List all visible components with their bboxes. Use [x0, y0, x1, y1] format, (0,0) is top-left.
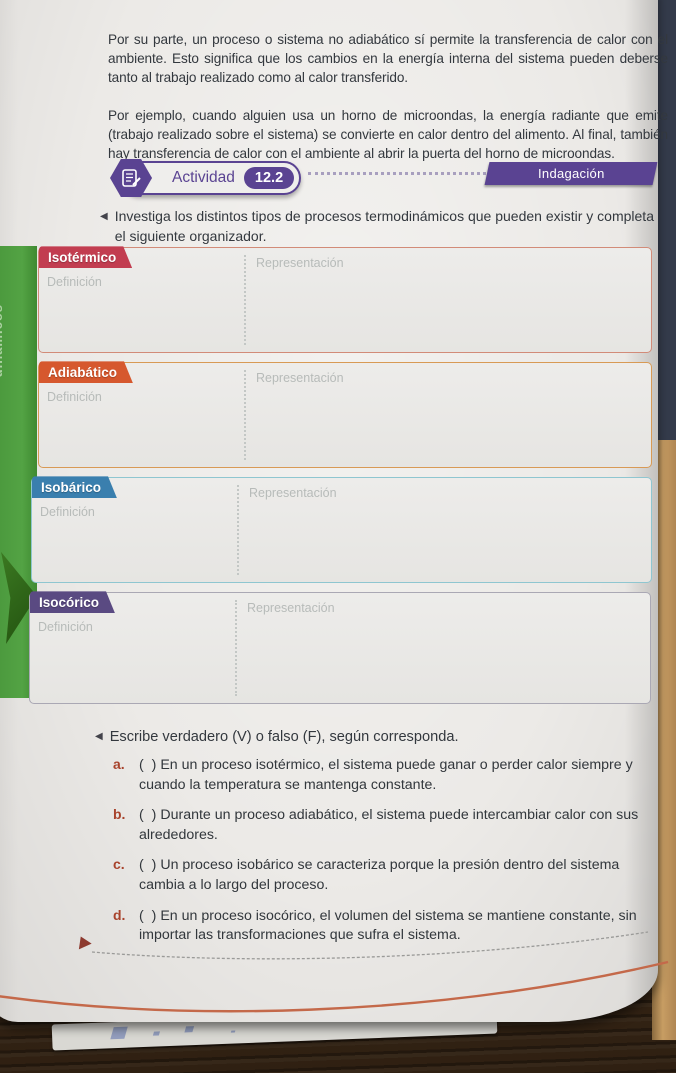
organizer-instruction-text: Investiga los distintos tipos de proceso… — [114, 208, 654, 244]
definition-label: Definición — [38, 620, 93, 634]
organizer-instruction: ◀ Investiga los distintos tipos de proce… — [100, 207, 662, 247]
dotted-leader-line — [308, 172, 486, 175]
item-letter: d. — [113, 906, 126, 923]
organizer-box-title-tag: Isobárico — [32, 476, 117, 498]
item-statement: En un proceso isotérmico, el sistema pue… — [139, 757, 633, 793]
true-false-instruction: ◀ Escribe verdadero (V) o falso (F), seg… — [95, 727, 655, 748]
activity-number-badge: 12.2 — [243, 167, 295, 189]
organizer-box-title: Isobárico — [41, 479, 102, 495]
answer-blank: ( ) — [139, 757, 157, 773]
organizer-box-title: Isocórico — [39, 594, 100, 610]
item-text: ( ) En un proceso isotérmico, el sistema … — [139, 756, 663, 795]
definition-label: Definición — [47, 390, 102, 404]
item-text: ( ) En un proceso isocórico, el volumen d… — [139, 907, 663, 946]
intro-paragraph: Por su parte, un proceso o sistema no ad… — [108, 31, 668, 86]
organizer-box-title: Isotérmico — [48, 249, 117, 265]
representation-label: Representación — [247, 601, 335, 615]
definition-label: Definición — [40, 505, 95, 519]
item-text: ( ) Un proceso isobárico se caracteriza p… — [139, 856, 663, 895]
organizer-box-adiabatico: Adiabático Definición Representación — [38, 362, 652, 468]
true-false-item-c: c. ( ) Un proceso isobárico se caracteriz… — [113, 856, 663, 895]
true-false-item-d: d. ( ) En un proceso isocórico, el volume… — [113, 907, 663, 946]
dotted-divider — [244, 255, 246, 345]
organizer-box-title: Adiabático — [48, 364, 118, 380]
handwriting-marks — [110, 1026, 128, 1040]
organizer-box-title-tag: Isotérmico — [39, 246, 132, 268]
example-paragraph: Por ejemplo, cuando alguien usa un horno… — [108, 107, 668, 162]
item-letter: b. — [113, 806, 126, 823]
item-text: ( ) Durante un proceso adiabático, el sis… — [139, 806, 663, 845]
item-statement: Un proceso isobárico se caracteriza porq… — [139, 857, 620, 893]
answer-blank: ( ) — [139, 907, 157, 924]
item-statement: Durante un proceso adiabático, el sistem… — [139, 807, 639, 843]
category-banner: Indagación — [484, 162, 658, 185]
true-false-item-b: b. ( ) Durante un proceso adiabático, el … — [113, 806, 663, 845]
representation-label: Representación — [256, 256, 344, 270]
activity-label: Actividad — [172, 169, 235, 186]
organizer-box-isocorico: Isocórico Definición Representación — [29, 592, 651, 704]
answer-blank: ( ) — [139, 857, 157, 874]
organizer-box-isotermico: Isotérmico Definición Representación — [38, 247, 652, 353]
chapter-side-band-label: dinámicos — [0, 304, 5, 378]
true-false-instruction-text: Escribe verdadero (V) o falso (F), según… — [109, 729, 459, 745]
activity-badge: Actividad 12.2 — [110, 159, 302, 197]
definition-label: Definición — [47, 275, 102, 289]
organizer-grid: Isotérmico Definición Representación Adi… — [29, 247, 652, 713]
dotted-divider — [235, 600, 237, 696]
true-false-item-a: a. ( ) En un proceso isotérmico, el siste… — [113, 756, 663, 795]
category-banner-label: Indagación — [537, 166, 605, 181]
organizer-box-title-tag: Isocórico — [30, 591, 115, 613]
representation-label: Representación — [249, 486, 337, 500]
representation-label: Representación — [256, 371, 344, 385]
true-false-list: a. ( ) En un proceso isotérmico, el siste… — [113, 756, 663, 957]
arrow-bullet-icon: ◀ — [95, 731, 103, 742]
answer-blank: ( ) — [139, 807, 157, 824]
dotted-divider — [244, 370, 246, 460]
organizer-box-title-tag: Adiabático — [39, 361, 133, 383]
item-letter: a. — [113, 756, 125, 772]
organizer-box-isobarico: Isobárico Definición Representación — [31, 477, 652, 583]
item-statement: En un proceso isocórico, el volumen del … — [139, 907, 637, 944]
item-letter: c. — [113, 856, 125, 873]
dotted-divider — [237, 485, 239, 575]
arrow-bullet-icon: ◀ — [100, 211, 108, 222]
